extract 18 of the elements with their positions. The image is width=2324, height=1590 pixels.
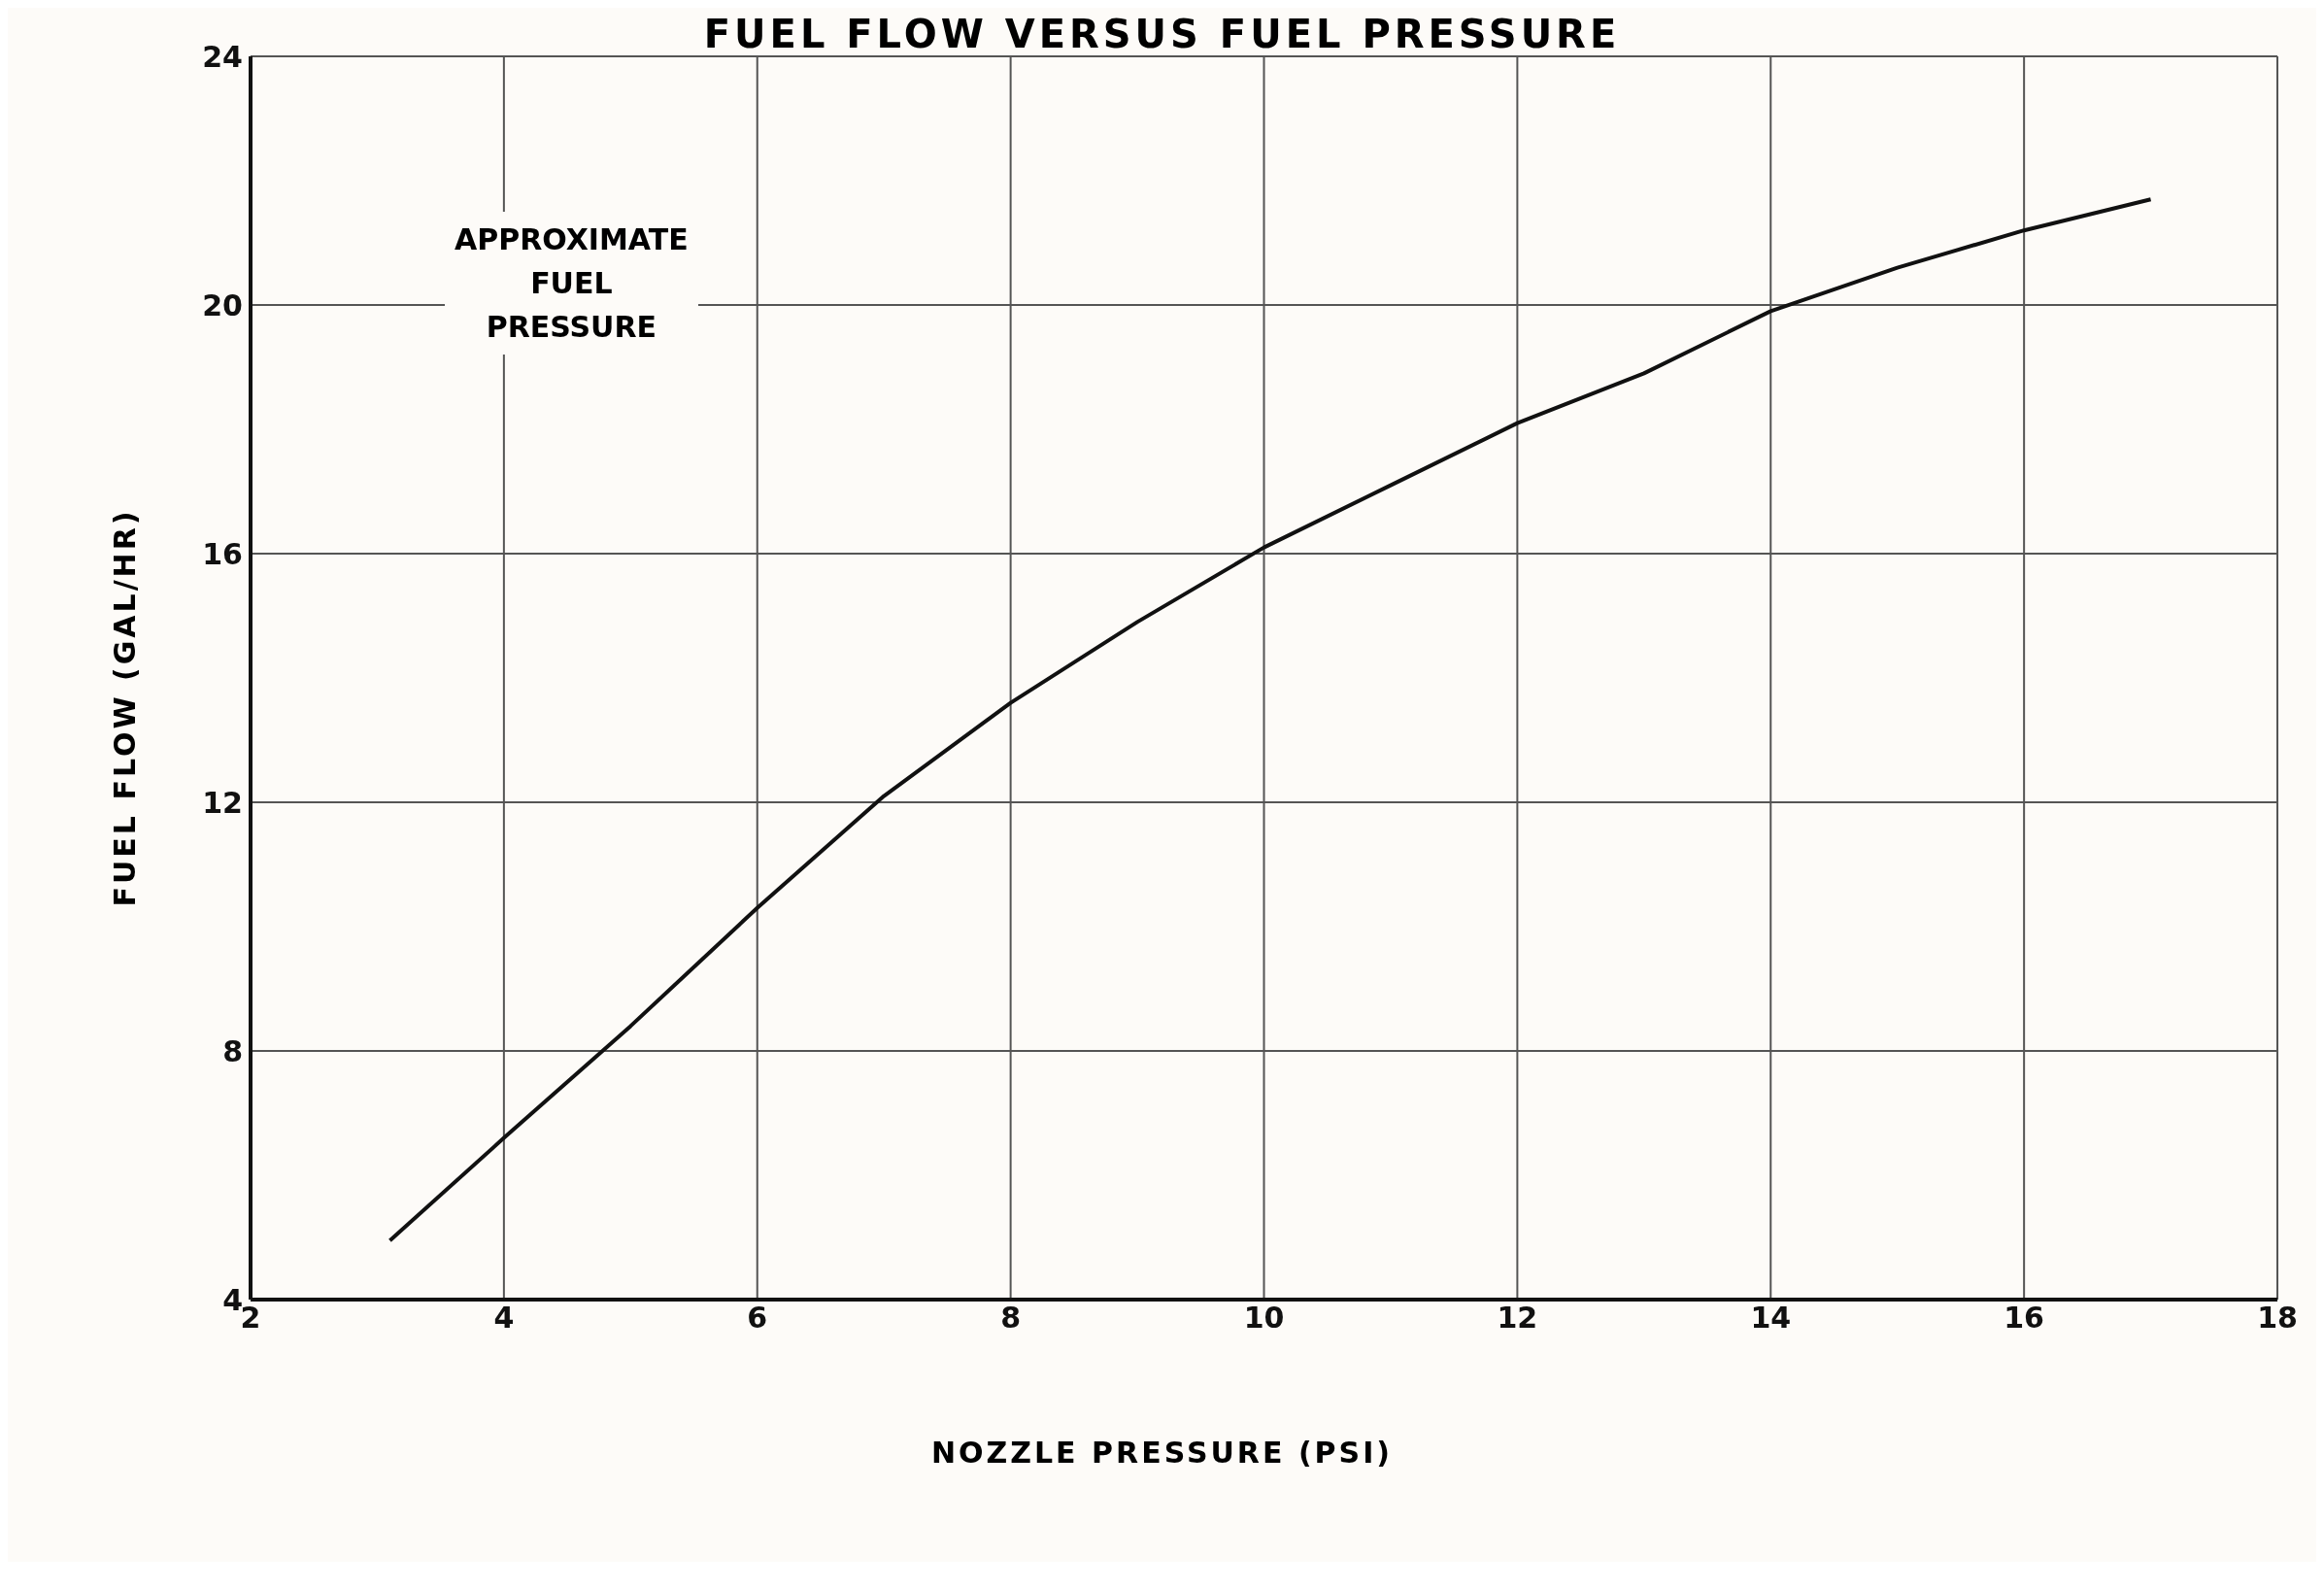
y-axis-title: FUEL FLOW (GAL/HR): [107, 507, 142, 907]
y-tick-label: 12: [202, 785, 243, 820]
x-tick-label: 14: [1750, 1301, 1792, 1336]
x-tick-label: 18: [2257, 1301, 2298, 1336]
x-tick-label: 10: [1243, 1301, 1285, 1336]
y-tick-label: 8: [222, 1033, 243, 1068]
x-tick-label: 16: [2004, 1301, 2044, 1336]
y-tick-label: 16: [202, 536, 243, 571]
x-tick-label: 12: [1497, 1301, 1538, 1336]
chart-title: FUEL FLOW VERSUS FUEL PRESSURE: [703, 12, 1621, 56]
line-series: [387, 197, 2153, 1243]
x-tick-label: 4: [493, 1301, 515, 1336]
x-tick-label: 8: [1000, 1301, 1022, 1336]
x-tick-label: 6: [747, 1301, 768, 1336]
x-axis-title: NOZZLE PRESSURE (PSI): [929, 1436, 1395, 1470]
y-tick-label: 20: [202, 288, 243, 322]
y-tick-label: 24: [202, 39, 243, 74]
annotation: APPROXIMATE FUEL PRESSURE: [445, 212, 698, 355]
